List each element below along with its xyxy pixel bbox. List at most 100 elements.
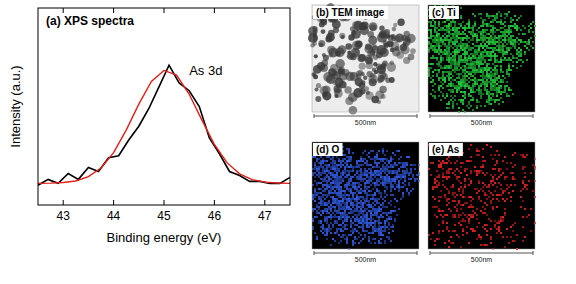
map-pixel — [512, 57, 514, 59]
map-pixel — [492, 49, 494, 51]
map-pixel — [462, 39, 464, 41]
map-pixel — [354, 186, 356, 188]
map-pixel — [336, 166, 338, 168]
map-pixel — [438, 79, 440, 81]
map-pixel — [506, 39, 508, 41]
map-pixel — [450, 41, 452, 43]
map-pixel — [396, 164, 398, 166]
map-pixel — [468, 77, 470, 79]
map-pixel — [366, 170, 368, 172]
map-pixel — [470, 95, 472, 97]
map-pixel — [454, 79, 456, 81]
map-pixel — [340, 190, 342, 192]
map-pixel — [470, 89, 472, 91]
map-pixel — [402, 170, 404, 172]
map-pixel — [412, 188, 414, 190]
map-pixel — [456, 41, 458, 43]
map-pixel — [484, 39, 486, 41]
map-pixel — [428, 73, 430, 75]
map-pixel — [480, 69, 482, 71]
map-pixel — [520, 15, 522, 17]
particle — [408, 54, 415, 61]
map-pixel — [406, 168, 408, 170]
map-pixel — [450, 77, 452, 79]
map-pixel — [506, 71, 508, 73]
map-pixel — [434, 21, 436, 23]
map-pixel — [482, 73, 484, 75]
map-pixel — [362, 164, 364, 166]
map-pixel — [508, 47, 510, 49]
map-pixel — [452, 83, 454, 85]
map-pixel — [438, 69, 440, 71]
map-pixel — [494, 47, 496, 49]
map-pixel — [430, 33, 432, 35]
map-pixel — [330, 192, 332, 194]
map-pixel — [502, 43, 504, 45]
map-pixel — [510, 43, 512, 45]
map-pixel — [442, 75, 444, 77]
map-pixel — [320, 178, 322, 180]
map-pixel — [324, 164, 326, 166]
map-pixel — [396, 186, 398, 188]
map-pixel — [404, 174, 406, 176]
map-pixel — [364, 174, 366, 176]
map-pixel — [326, 174, 328, 176]
map-pixel — [432, 57, 434, 59]
map-pixel — [452, 21, 454, 23]
map-pixel — [498, 81, 500, 83]
map-pixel — [340, 162, 342, 164]
map-pixel — [484, 105, 486, 107]
map-pixel — [494, 15, 496, 17]
image-background — [312, 5, 419, 112]
map-pixel — [488, 47, 490, 49]
map-pixel — [382, 164, 384, 166]
map-pixel — [500, 91, 502, 93]
map-pixel — [470, 99, 472, 101]
map-pixel — [492, 33, 494, 35]
map-pixel — [352, 182, 354, 184]
map-pixel — [458, 61, 460, 63]
map-pixel — [504, 29, 506, 31]
map-pixel — [448, 79, 450, 81]
map-pixel — [454, 69, 456, 71]
map-pixel — [502, 51, 504, 53]
map-pixel — [334, 170, 336, 172]
map-pixel — [428, 41, 430, 43]
map-pixel — [490, 103, 492, 105]
map-pixel — [496, 49, 498, 51]
map-pixel — [348, 174, 350, 176]
map-pixel — [480, 59, 482, 61]
map-pixel — [452, 105, 454, 107]
map-pixel — [442, 27, 444, 29]
map-pixel — [518, 33, 520, 35]
map-pixel — [452, 89, 454, 91]
map-pixel — [476, 61, 478, 63]
map-pixel — [436, 41, 438, 43]
map-pixel — [316, 166, 318, 168]
map-pixel — [510, 19, 512, 21]
map-pixel — [460, 55, 462, 57]
map-pixel — [442, 53, 444, 55]
map-pixel — [494, 81, 496, 83]
map-pixel — [476, 37, 478, 39]
map-pixel — [440, 39, 442, 41]
map-pixel — [344, 162, 346, 164]
map-pixel — [386, 166, 388, 168]
map-pixel — [324, 180, 326, 182]
map-pixel — [512, 55, 514, 57]
map-pixel — [382, 182, 384, 184]
map-pixel — [436, 57, 438, 59]
map-pixel — [486, 99, 488, 101]
map-pixel — [348, 172, 350, 174]
map-pixel — [476, 89, 478, 91]
map-pixel — [464, 33, 466, 35]
map-pixel — [472, 75, 474, 77]
map-pixel — [378, 178, 380, 180]
map-pixel — [482, 37, 484, 39]
map-pixel — [456, 51, 458, 53]
map-pixel — [324, 170, 326, 172]
map-pixel — [354, 174, 356, 176]
map-pixel — [492, 37, 494, 39]
map-pixel — [350, 156, 352, 158]
map-pixel — [488, 93, 490, 95]
